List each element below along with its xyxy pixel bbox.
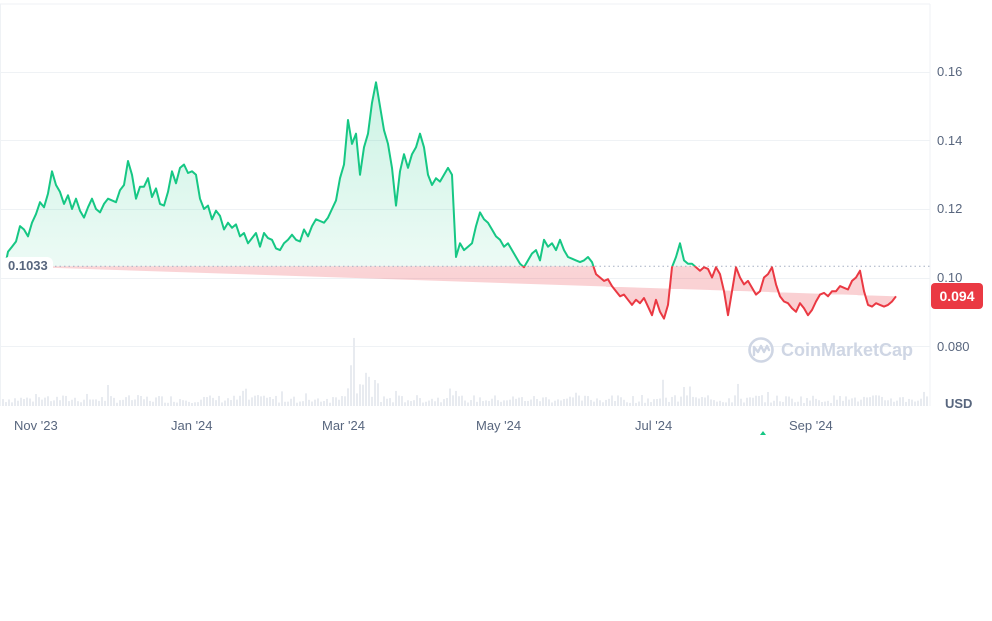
y-tick-0.080: 0.080 [937, 339, 970, 354]
x-tick-mar-24: Mar '24 [322, 418, 365, 433]
y-tick-0.12: 0.12 [937, 201, 963, 216]
x-tick-nov-23: Nov '23 [14, 418, 58, 433]
y-tick-0.14: 0.14 [937, 133, 963, 148]
x-tick-sep-24: Sep '24 [789, 418, 833, 433]
x-tick-jul-24: Jul '24 [635, 418, 673, 433]
y-tick-0.16: 0.16 [937, 64, 963, 79]
price-line-up[interactable] [4, 81, 896, 318]
baseline-value-label: 0.1033 [3, 257, 53, 274]
current-price-badge: 0.094 [931, 283, 983, 309]
currency-label: USD [945, 396, 973, 411]
coinmarketcap-watermark: CoinMarketCap [747, 336, 913, 364]
volume-bars [2, 337, 928, 406]
event-marker-icon[interactable] [760, 431, 766, 435]
coinmarketcap-logo-icon [748, 337, 774, 363]
x-tick-jan-24: Jan '24 [171, 418, 213, 433]
x-tick-may-24: May '24 [476, 418, 522, 433]
plot-frame [0, 3, 931, 406]
y-tick-0.10: 0.10 [937, 270, 963, 285]
watermark-text: CoinMarketCap [781, 339, 914, 360]
price-line-down[interactable] [4, 82, 897, 320]
area-fill-above-baseline [5, 82, 695, 267]
area-fill-below-baseline [5, 266, 896, 319]
